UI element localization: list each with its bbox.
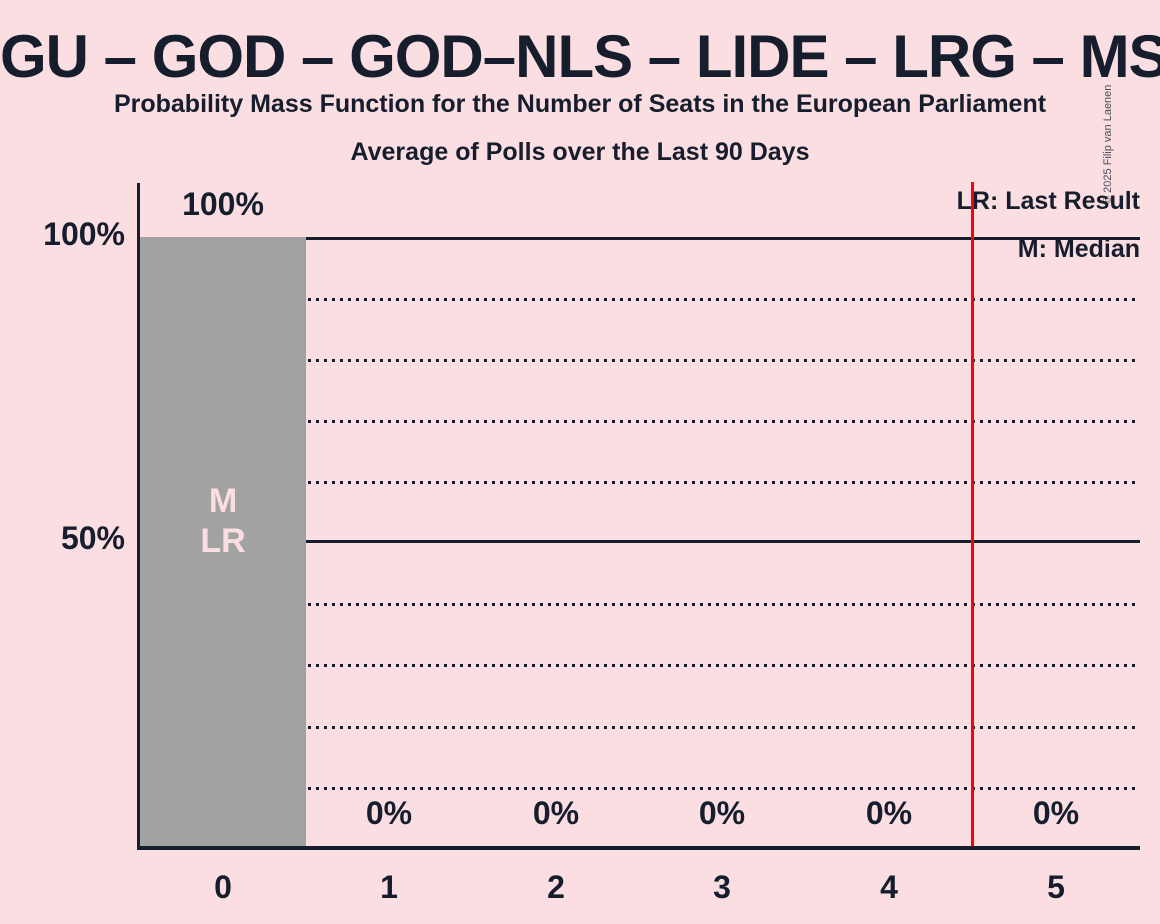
x-tick-1: 1 [380,869,398,905]
gridline-80 [140,359,1140,362]
gridline-100 [140,237,1140,240]
gridline-20 [140,726,1140,729]
value-label-4: 0% [865,795,913,831]
gridline-90 [140,298,1140,301]
value-label-1: 0% [365,795,413,831]
value-label-0: 100% [182,186,264,222]
y-axis-label-100: 100% [43,216,125,252]
x-tick-0: 0 [214,869,232,905]
gridline-30 [140,664,1140,667]
chart-title: GU – GOD – GOD–NLS – LIDE – LRG – MS – N… [0,23,1160,90]
gridline-10 [140,787,1140,790]
x-axis-line [137,846,1140,850]
gridline-60 [140,481,1140,484]
x-tick-4: 4 [880,869,898,905]
x-tick-2: 2 [547,869,565,905]
copyright-notice: © 2025 Filip van Laenen [1102,84,1114,204]
bar-median-marker: M [208,482,238,520]
y-axis-line [137,183,140,850]
bar-last-result-marker: LR [200,522,246,560]
value-label-5: 0% [1032,795,1080,831]
red-vertical-line [971,182,974,846]
y-axis-label-50: 50% [60,520,125,556]
value-label-3: 0% [698,795,746,831]
gridline-50 [140,540,1140,543]
chart-subtitle-2: Average of Polls over the Last 90 Days [350,138,810,166]
legend-last-result: LR: Last Result [956,187,1140,215]
value-label-2: 0% [532,795,580,831]
x-tick-5: 5 [1047,869,1065,905]
bar-seats-0: M LR [140,237,306,846]
x-tick-3: 3 [713,869,731,905]
gridline-70 [140,420,1140,423]
gridline-40 [140,603,1140,606]
chart-subtitle: Probability Mass Function for the Number… [113,90,1047,118]
